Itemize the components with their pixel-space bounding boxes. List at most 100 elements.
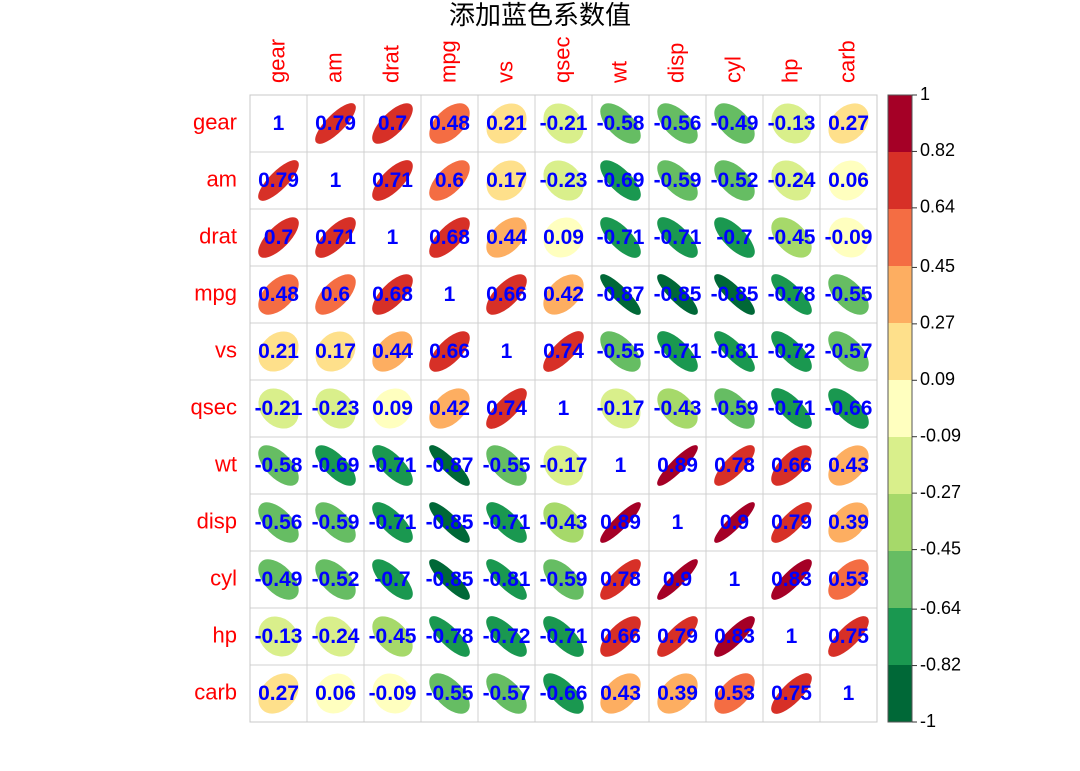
value-label: 0.78 xyxy=(600,568,641,591)
value-label: 0.66 xyxy=(429,340,470,363)
correlation-ellipse xyxy=(429,160,470,201)
correlation-ellipse xyxy=(657,388,698,429)
value-label: -0.87 xyxy=(426,454,474,477)
value-label: -0.72 xyxy=(768,340,816,363)
value-label: 0.7 xyxy=(378,112,407,135)
correlation-ellipse xyxy=(258,673,299,714)
correlation-ellipse xyxy=(372,331,413,372)
value-label: -0.71 xyxy=(597,226,645,249)
correlation-ellipse xyxy=(486,388,527,429)
correlation-ellipse xyxy=(315,559,356,600)
value-label: -0.52 xyxy=(312,568,360,591)
colorbar-bin xyxy=(888,209,912,266)
correlation-ellipse xyxy=(771,274,812,315)
colorbar-bin xyxy=(888,608,912,665)
correlation-ellipse xyxy=(429,502,470,543)
correlation-ellipse xyxy=(714,331,755,372)
colorbar-tick-label: 0.27 xyxy=(920,313,955,333)
value-label: 0.68 xyxy=(429,226,470,249)
correlation-ellipse xyxy=(258,331,299,372)
correlation-ellipse xyxy=(258,388,299,429)
correlation-ellipse xyxy=(714,445,755,486)
value-label: -0.81 xyxy=(711,340,759,363)
correlation-ellipse xyxy=(258,160,299,201)
correlation-ellipse xyxy=(372,388,413,429)
value-label: 0.06 xyxy=(828,169,869,192)
value-label: -0.52 xyxy=(711,169,759,192)
correlation-ellipse xyxy=(828,217,869,258)
value-label: -0.45 xyxy=(768,226,816,249)
value-label: 0.09 xyxy=(543,226,584,249)
value-label: 0.7 xyxy=(264,226,293,249)
correlation-ellipse xyxy=(486,673,527,714)
colorbar-tick-label: -0.09 xyxy=(920,425,961,445)
correlation-ellipse xyxy=(828,331,869,372)
correlation-ellipse xyxy=(543,673,584,714)
correlation-ellipse xyxy=(714,502,755,543)
value-label: 0.66 xyxy=(600,625,641,648)
correlation-ellipse xyxy=(714,673,755,714)
correlation-ellipse xyxy=(486,445,527,486)
value-label: -0.59 xyxy=(711,397,759,420)
correlation-ellipse xyxy=(543,445,584,486)
value-label: -0.23 xyxy=(540,169,588,192)
row-label: am xyxy=(206,166,237,191)
value-label: 0.79 xyxy=(657,625,698,648)
row-label: drat xyxy=(199,223,237,248)
value-label: 1 xyxy=(501,340,513,363)
value-label: -0.43 xyxy=(654,397,702,420)
correlation-ellipse xyxy=(600,217,641,258)
correlation-ellipse xyxy=(714,217,755,258)
correlation-ellipse xyxy=(543,160,584,201)
correlation-ellipse xyxy=(828,616,869,657)
correlation-ellipse xyxy=(771,331,812,372)
correlation-ellipse xyxy=(657,445,698,486)
correlation-ellipse xyxy=(771,217,812,258)
value-label: -0.71 xyxy=(483,511,531,534)
value-label: 1 xyxy=(615,454,627,477)
correlation-ellipse xyxy=(600,502,641,543)
chart-title: 添加蓝色系数值 xyxy=(449,1,631,31)
correlation-ellipse xyxy=(771,559,812,600)
value-label: 1 xyxy=(729,568,741,591)
value-label: 0.42 xyxy=(543,283,584,306)
correlation-ellipse xyxy=(315,502,356,543)
correlation-ellipse xyxy=(657,331,698,372)
value-label: 0.09 xyxy=(372,397,413,420)
value-label: 1 xyxy=(558,397,570,420)
colorbar-tick-label: 0.45 xyxy=(920,256,955,276)
correlation-ellipse xyxy=(543,502,584,543)
value-label: -0.49 xyxy=(255,568,303,591)
value-label: 1 xyxy=(330,169,342,192)
correlation-ellipse xyxy=(372,502,413,543)
value-label: 1 xyxy=(387,226,399,249)
value-label: -0.57 xyxy=(483,682,531,705)
correlation-ellipse xyxy=(315,217,356,258)
colorbar-bin xyxy=(888,152,912,209)
correlation-ellipse xyxy=(828,559,869,600)
column-label: qsec xyxy=(549,37,574,83)
value-label: -0.17 xyxy=(597,397,645,420)
column-label: drat xyxy=(378,45,403,83)
value-label: 0.71 xyxy=(372,169,413,192)
plot-border xyxy=(249,94,878,723)
correlation-ellipse xyxy=(315,274,356,315)
value-label: -0.85 xyxy=(426,568,474,591)
value-label: -0.72 xyxy=(483,625,531,648)
correlation-ellipse xyxy=(315,673,356,714)
colorbar-tick-label: -0.45 xyxy=(920,538,961,558)
value-label: -0.66 xyxy=(825,397,873,420)
value-label: -0.78 xyxy=(768,283,816,306)
correlation-ellipse xyxy=(372,274,413,315)
correlation-ellipse xyxy=(372,559,413,600)
value-label: 0.79 xyxy=(315,112,356,135)
colorbar-bin xyxy=(888,494,912,551)
colorbar-bin xyxy=(888,665,912,722)
correlation-ellipse xyxy=(315,331,356,372)
value-label: 0.9 xyxy=(720,511,749,534)
correlation-ellipse xyxy=(828,274,869,315)
value-label: 0.53 xyxy=(828,568,869,591)
value-label: -0.85 xyxy=(654,283,702,306)
column-label: carb xyxy=(834,40,859,83)
